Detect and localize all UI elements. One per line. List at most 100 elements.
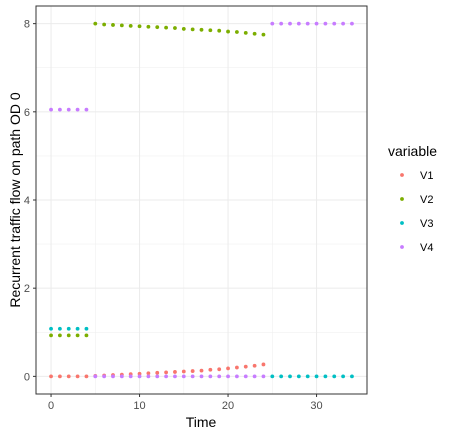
data-point-v1: [137, 371, 142, 376]
data-point-v4: [57, 107, 62, 112]
x-tick-label: 10: [133, 400, 145, 412]
data-point-v4: [279, 21, 284, 26]
data-point-v4: [84, 107, 89, 112]
data-point-v4: [305, 21, 310, 26]
data-point-v4: [208, 374, 213, 379]
data-point-v1: [155, 370, 160, 375]
data-point-v3: [279, 374, 284, 379]
data-point-v1: [252, 363, 257, 368]
data-point-v2: [199, 27, 204, 32]
data-point-v4: [261, 374, 266, 379]
data-point-v4: [102, 374, 107, 379]
data-point-v2: [84, 333, 89, 338]
data-point-v3: [75, 326, 80, 331]
data-point-v2: [146, 24, 151, 29]
data-point-v1: [84, 374, 89, 379]
legend-label-v3: V3: [420, 218, 433, 230]
data-point-v4: [217, 374, 222, 379]
legend-label-v1: V1: [420, 170, 433, 182]
data-point-v2: [217, 28, 222, 33]
data-point-v2: [128, 23, 133, 28]
data-point-v2: [155, 25, 160, 30]
legend-key-v4: [400, 245, 404, 249]
data-point-v3: [270, 374, 275, 379]
data-point-v4: [93, 374, 98, 379]
data-point-v4: [111, 374, 115, 379]
data-point-v4: [332, 21, 337, 26]
data-point-v4: [199, 374, 204, 379]
data-point-v2: [173, 26, 177, 30]
y-tick-label: 8: [24, 19, 30, 31]
data-point-v3: [57, 326, 62, 331]
data-point-v4: [181, 374, 186, 379]
legend-key-v3: [400, 221, 404, 225]
data-point-v2: [226, 29, 230, 34]
data-point-v4: [314, 21, 319, 26]
data-point-v3: [49, 326, 53, 331]
data-point-v3: [341, 374, 346, 379]
data-point-v1: [49, 374, 53, 379]
data-point-v4: [270, 21, 275, 26]
data-point-v3: [323, 374, 328, 379]
data-point-v3: [84, 326, 89, 331]
data-point-v4: [66, 107, 71, 112]
legend: variable V1 V2 V3 V4: [388, 143, 437, 254]
data-point-v2: [243, 30, 248, 35]
data-point-v4: [137, 374, 142, 379]
x-axis-title: Time: [186, 414, 217, 430]
data-point-v1: [57, 374, 62, 379]
data-point-v2: [181, 27, 186, 31]
data-point-v4: [296, 21, 301, 26]
data-point-v2: [49, 333, 53, 338]
data-point-v1: [173, 370, 177, 374]
data-point-v2: [119, 23, 124, 28]
data-point-v1: [217, 367, 222, 372]
legend-label-v2: V2: [420, 194, 433, 206]
legend-title: variable: [388, 143, 437, 159]
legend-label-v4: V4: [420, 242, 433, 254]
data-point-v4: [243, 374, 248, 379]
data-point-v2: [208, 28, 213, 33]
data-point-v1: [208, 367, 213, 372]
data-point-v2: [235, 30, 239, 34]
data-point-v4: [119, 374, 124, 379]
data-point-v4: [49, 107, 53, 112]
data-point-v1: [243, 364, 248, 369]
y-tick-label: 0: [24, 371, 30, 383]
data-point-v4: [350, 21, 354, 26]
legend-key-v1: [400, 173, 404, 177]
data-point-v1: [75, 374, 80, 379]
data-point-v1: [199, 368, 204, 373]
data-point-v2: [93, 21, 98, 26]
y-tick-label: 6: [24, 107, 30, 119]
data-point-v3: [332, 374, 337, 379]
data-point-v3: [288, 374, 292, 379]
data-point-v4: [155, 374, 160, 379]
data-point-v1: [190, 369, 195, 373]
data-point-v3: [66, 326, 71, 331]
data-point-v1: [181, 369, 186, 374]
data-point-v2: [190, 27, 195, 32]
data-point-v4: [164, 374, 168, 379]
x-tick-label: 0: [48, 400, 54, 412]
legend-key-v2: [400, 197, 404, 201]
data-point-v1: [226, 366, 230, 371]
data-point-v1: [164, 370, 168, 375]
data-point-v4: [173, 374, 177, 379]
data-point-v4: [288, 21, 292, 26]
data-point-v1: [146, 371, 151, 376]
data-points: [49, 21, 354, 379]
data-point-v2: [57, 333, 62, 338]
data-point-v4: [146, 374, 151, 379]
data-point-v3: [314, 374, 319, 379]
data-point-v3: [296, 374, 301, 379]
data-point-v4: [75, 107, 80, 112]
data-point-v2: [111, 23, 115, 27]
data-point-v4: [226, 374, 230, 379]
data-point-v4: [323, 21, 328, 26]
data-point-v2: [261, 32, 266, 37]
x-tick-label: 30: [310, 400, 322, 412]
data-point-v4: [128, 374, 133, 379]
